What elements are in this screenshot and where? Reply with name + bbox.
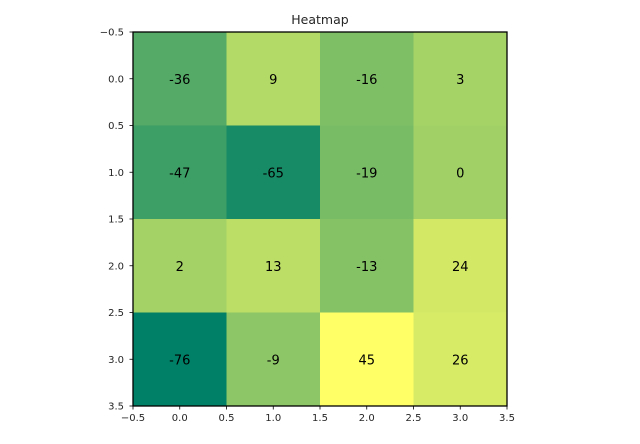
x-tick-label-2: 0.5 bbox=[219, 413, 235, 424]
cell-value-label-r3-c3: 26 bbox=[452, 353, 469, 368]
heatmap-cell-r0-c1 bbox=[226, 32, 320, 126]
x-tick-label-6: 2.5 bbox=[406, 413, 422, 424]
y-axis: −0.5 0.0 0.5 1.0 1.5 2.0 2.5 3.0 3.5 bbox=[100, 28, 133, 413]
heatmap-cells bbox=[133, 32, 507, 406]
heatmap-cell-r0-c2 bbox=[320, 32, 414, 126]
y-tick-label-7: 3.0 bbox=[108, 355, 124, 366]
heatmap-cell-r3-c1 bbox=[226, 312, 320, 406]
y-tick-label-5: 2.0 bbox=[108, 261, 124, 272]
cell-value-label-r1-c2: -19 bbox=[356, 166, 377, 181]
heatmap-cell-r1-c0 bbox=[133, 125, 227, 219]
x-tick-label-7: 3.0 bbox=[452, 413, 468, 424]
y-tick-label-1: 0.0 bbox=[108, 74, 124, 85]
heatmap-cell-r2-c3 bbox=[413, 219, 507, 313]
heatmap-cell-r2-c1 bbox=[226, 219, 320, 313]
cell-value-label-r2-c1: 13 bbox=[265, 260, 282, 275]
cell-value-label-r3-c0: -76 bbox=[169, 353, 190, 368]
heatmap-cell-labels: -36 9 -16 3 -47 -65 -19 0 2 13 -13 24 -76 -9 45 26 bbox=[169, 73, 468, 369]
x-tick-label-4: 1.5 bbox=[312, 413, 328, 424]
x-tick-label-1: 0.0 bbox=[172, 413, 188, 424]
heatmap-cell-r1-c3 bbox=[413, 125, 507, 219]
y-tick-label-3: 1.0 bbox=[108, 168, 124, 179]
x-axis: −0.5 0.0 0.5 1.0 1.5 2.0 2.5 3.0 3.5 bbox=[121, 406, 515, 424]
heatmap-cell-r0-c3 bbox=[413, 32, 507, 126]
cell-value-label-r1-c3: 0 bbox=[456, 166, 464, 181]
y-tick-label-4: 1.5 bbox=[108, 215, 124, 226]
heatmap-cell-r1-c1 bbox=[226, 125, 320, 219]
cell-value-label-r2-c0: 2 bbox=[176, 260, 184, 275]
y-tick-label-6: 2.5 bbox=[108, 308, 124, 319]
cell-value-label-r0-c0: -36 bbox=[169, 73, 190, 88]
heatmap-cell-r1-c2 bbox=[320, 125, 414, 219]
heatmap-cell-r0-c0 bbox=[133, 32, 227, 126]
cell-value-label-r3-c2: 45 bbox=[358, 353, 375, 368]
x-tick-label-8: 3.5 bbox=[499, 413, 515, 424]
cell-value-label-r0-c2: -16 bbox=[356, 73, 377, 88]
heatmap-cell-r3-c2 bbox=[320, 312, 414, 406]
cell-value-label-r2-c3: 24 bbox=[452, 260, 469, 275]
cell-value-label-r0-c3: 3 bbox=[456, 73, 464, 88]
y-tick-label-8: 3.5 bbox=[108, 402, 124, 413]
cell-value-label-r1-c1: -65 bbox=[263, 166, 284, 181]
plot-frame bbox=[132, 31, 508, 407]
heatmap-cell-r2-c0 bbox=[133, 219, 227, 313]
x-tick-label-5: 2.0 bbox=[359, 413, 375, 424]
cell-value-label-r1-c0: -47 bbox=[169, 166, 190, 181]
y-tick-label-2: 0.5 bbox=[108, 121, 124, 132]
cell-value-label-r0-c1: 9 bbox=[269, 73, 277, 88]
x-tick-label-0: −0.5 bbox=[121, 413, 145, 424]
heatmap-cell-r2-c2 bbox=[320, 219, 414, 313]
heatmap-cell-r3-c0 bbox=[133, 312, 227, 406]
cell-value-label-r2-c2: -13 bbox=[356, 260, 377, 275]
cell-value-label-r3-c1: -9 bbox=[267, 353, 280, 368]
x-tick-label-3: 1.0 bbox=[265, 413, 281, 424]
y-tick-label-0: −0.5 bbox=[100, 28, 124, 39]
chart-title: Heatmap bbox=[291, 12, 348, 27]
heatmap-cell-r3-c3 bbox=[413, 312, 507, 406]
